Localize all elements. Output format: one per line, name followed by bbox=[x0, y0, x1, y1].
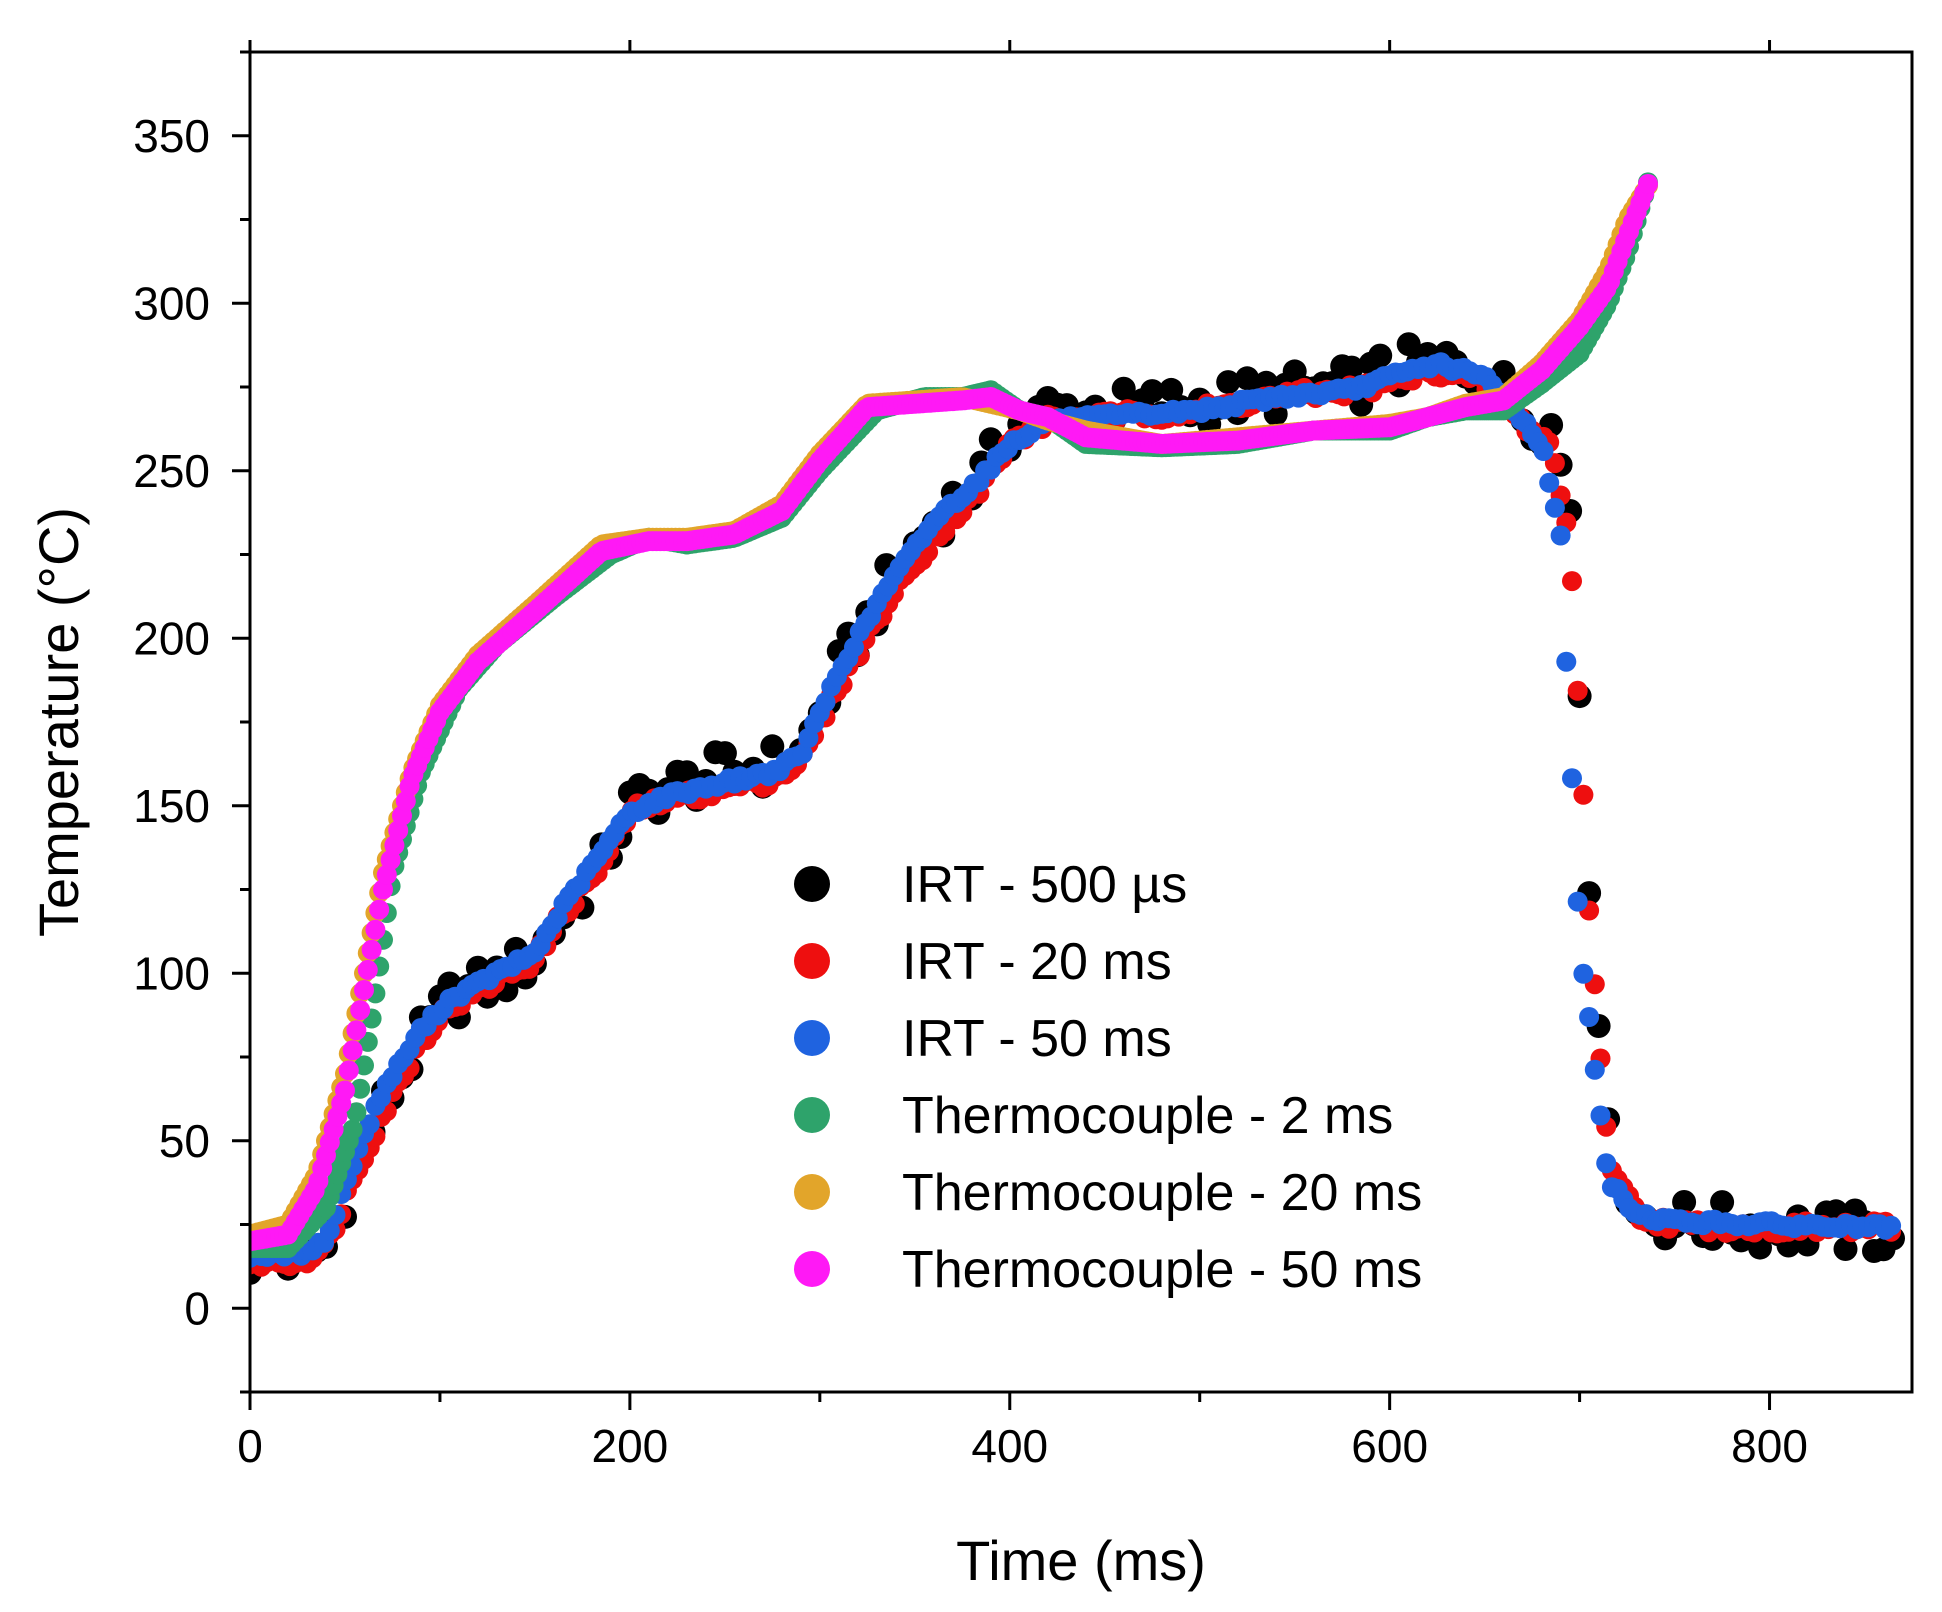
series-6 bbox=[250, 174, 1658, 1252]
x-tick-label: 600 bbox=[1351, 1420, 1428, 1472]
data-point bbox=[319, 1220, 340, 1241]
data-point bbox=[1567, 891, 1588, 912]
data-point bbox=[1368, 343, 1393, 368]
y-tick-label: 150 bbox=[133, 780, 210, 832]
data-point bbox=[369, 899, 390, 920]
y-tick-label: 50 bbox=[159, 1115, 210, 1167]
data-point bbox=[844, 637, 864, 658]
legend-marker bbox=[794, 1097, 830, 1133]
legend-label: IRT - 500 µs bbox=[902, 856, 1187, 914]
data-point bbox=[1339, 355, 1364, 380]
data-point bbox=[1672, 1190, 1697, 1214]
data-point bbox=[1562, 768, 1582, 789]
data-point bbox=[357, 959, 378, 980]
data-point bbox=[346, 1020, 367, 1041]
data-point bbox=[361, 939, 382, 960]
legend-marker bbox=[794, 866, 830, 902]
data-point bbox=[815, 692, 836, 713]
data-point bbox=[1562, 571, 1582, 592]
data-point bbox=[1579, 1007, 1600, 1027]
y-tick-label: 250 bbox=[133, 445, 210, 497]
x-tick-label: 200 bbox=[592, 1420, 669, 1472]
data-point bbox=[1584, 1059, 1605, 1080]
x-tick-label: 400 bbox=[971, 1420, 1048, 1472]
data-point bbox=[342, 1040, 363, 1061]
data-point bbox=[1556, 651, 1577, 672]
legend-marker bbox=[794, 1174, 830, 1210]
x-tick-label: 800 bbox=[1731, 1420, 1808, 1472]
data-point bbox=[1881, 1215, 1902, 1236]
data-point bbox=[335, 1080, 355, 1101]
y-tick-label: 0 bbox=[184, 1282, 210, 1334]
y-tick-label: 350 bbox=[133, 110, 210, 162]
data-point bbox=[342, 1119, 363, 1140]
legend-label: Thermocouple - 50 ms bbox=[902, 1241, 1422, 1299]
legend-label: IRT - 20 ms bbox=[902, 933, 1172, 991]
data-point bbox=[760, 734, 785, 759]
data-point bbox=[1590, 1105, 1611, 1126]
data-point bbox=[346, 1102, 367, 1123]
legend-label: Thermocouple - 2 ms bbox=[902, 1087, 1393, 1145]
data-point bbox=[1140, 379, 1165, 404]
data-point bbox=[1396, 332, 1421, 357]
data-point bbox=[1596, 1153, 1617, 1174]
data-point bbox=[1533, 441, 1554, 461]
data-point bbox=[712, 741, 737, 766]
y-tick-label: 100 bbox=[133, 947, 210, 999]
data-point bbox=[1710, 1190, 1735, 1215]
y-tick-label: 300 bbox=[133, 277, 210, 329]
data-point bbox=[359, 1114, 380, 1135]
legend-label: IRT - 50 ms bbox=[902, 1010, 1172, 1068]
data-point bbox=[1544, 497, 1565, 518]
data-point bbox=[1539, 472, 1560, 493]
data-point bbox=[792, 743, 813, 764]
x-axis-title: Time (ms) bbox=[956, 1529, 1206, 1592]
data-point bbox=[365, 919, 386, 940]
plot-area bbox=[250, 172, 1905, 1285]
data-point bbox=[1638, 174, 1658, 194]
data-point bbox=[1833, 1237, 1858, 1261]
data-point bbox=[1573, 963, 1594, 984]
data-point bbox=[338, 1060, 359, 1081]
x-tick-label: 0 bbox=[237, 1420, 263, 1472]
data-point bbox=[354, 1055, 374, 1076]
data-point bbox=[1216, 370, 1241, 395]
legend-marker bbox=[794, 1251, 830, 1287]
data-point bbox=[1567, 680, 1588, 701]
legend-marker bbox=[794, 943, 830, 979]
data-point bbox=[354, 980, 374, 1000]
data-point bbox=[350, 1078, 371, 1099]
legend: IRT - 500 µs IRT - 20 ms IRT - 50 ms Thermo… bbox=[794, 856, 1422, 1299]
legend-label: Thermocouple - 20 ms bbox=[902, 1164, 1422, 1222]
data-point bbox=[1573, 784, 1594, 805]
y-axis-title: Temperature (°C) bbox=[27, 507, 90, 937]
data-point bbox=[674, 760, 699, 785]
series-3 bbox=[250, 352, 1902, 1268]
legend-marker bbox=[794, 1020, 830, 1056]
data-point bbox=[1550, 525, 1571, 546]
axes: 0 200 400 600 800 0 50 100 150 200 250 300 350 bbox=[133, 40, 1914, 1472]
y-tick-label: 200 bbox=[133, 612, 210, 664]
data-point bbox=[350, 1000, 371, 1021]
